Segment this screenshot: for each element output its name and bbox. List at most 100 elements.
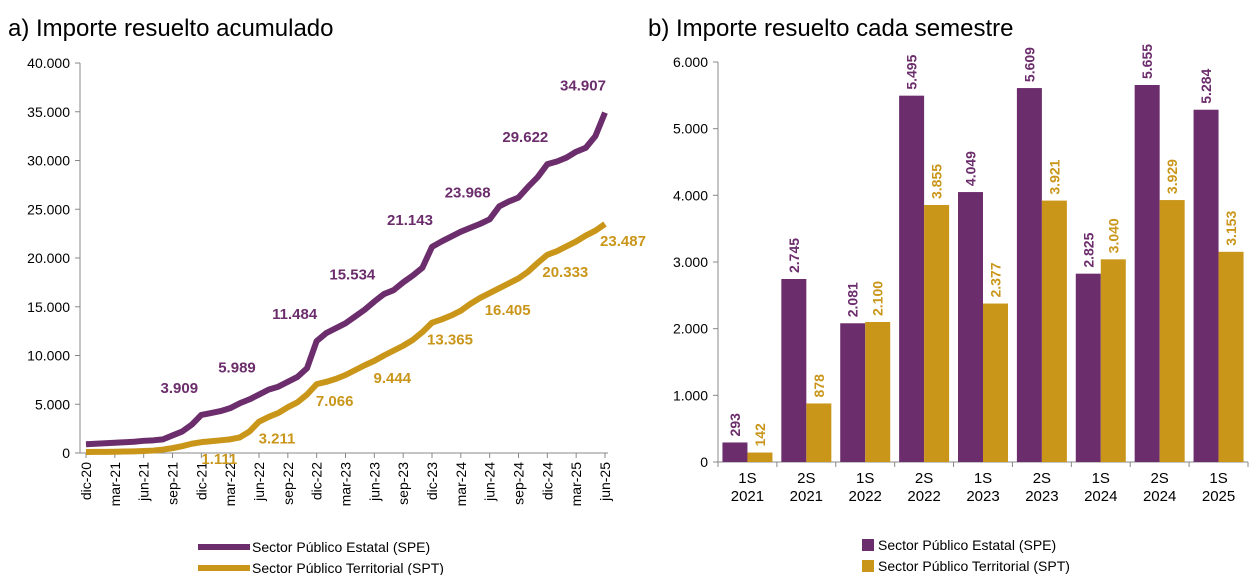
line [85, 111, 608, 448]
x-tick-label: dic-21 [193, 462, 209, 500]
data-label: 3.929 [1164, 159, 1180, 194]
x-tick-label: 1S 2021 [730, 470, 765, 505]
data-label: 2.100 [870, 281, 886, 316]
data-label: 2.081 [845, 282, 861, 317]
x-tick-label: dic-20 [78, 462, 94, 500]
data-label: 7.066 [316, 393, 354, 410]
x-tick-label: jun-21 [136, 462, 152, 502]
data-label: 2.825 [1080, 232, 1096, 267]
data-label: 11.484 [272, 306, 318, 323]
x-tick-label: mar-24 [453, 462, 469, 507]
x-tick-label: 1S 2025 [1201, 470, 1236, 505]
chart-title: b) Importe resuelto cada semestre [648, 15, 1014, 42]
data-label: 2.745 [786, 238, 802, 273]
y-tick-label: 15.000 [27, 299, 70, 315]
bar [781, 279, 807, 462]
legend-swatch [862, 539, 874, 551]
x-tick-label: 2S 2022 [907, 470, 941, 505]
y-tick-label: 1.000 [673, 387, 708, 403]
x-tick-label: mar-25 [568, 462, 584, 507]
data-label: 23.487 [600, 233, 646, 250]
y-tick-label: 10.000 [27, 348, 70, 364]
x-tick-label: 1S 2024 [1084, 470, 1118, 505]
data-label: 13.365 [427, 332, 473, 349]
x-tick-label: sep-22 [280, 462, 296, 505]
bar [840, 323, 866, 462]
data-label: 5.655 [1139, 44, 1155, 79]
chart-title: a) Importe resuelto acumulado [8, 15, 334, 42]
legend-label: Sector Público Territorial (SPT) [252, 560, 444, 575]
x-tick-label: jun-25 [597, 462, 613, 502]
bar [958, 192, 983, 463]
x-tick-label: dic-22 [309, 462, 325, 500]
data-label: 142 [752, 423, 768, 447]
bar [983, 303, 1008, 462]
bar [722, 442, 748, 462]
x-tick-label: jun-24 [482, 462, 498, 502]
data-label: 3.855 [929, 164, 945, 199]
data-label: 29.622 [502, 129, 548, 146]
data-label: 3.040 [1105, 218, 1121, 253]
x-tick-label: sep-23 [395, 462, 411, 505]
x-tick-label: mar-21 [107, 462, 123, 507]
data-label: 21.143 [387, 212, 433, 229]
y-tick-label: 35.000 [27, 104, 70, 120]
x-tick-label: 2S 2021 [789, 470, 824, 505]
bar [865, 322, 891, 462]
bar [899, 95, 925, 463]
bar [1016, 88, 1042, 463]
y-tick-label: 30.000 [27, 153, 70, 169]
y-tick-label: 4.000 [673, 187, 708, 203]
bar [1218, 251, 1244, 462]
legend-label: Sector Público Territorial (SPT) [878, 558, 1070, 574]
bar [1193, 109, 1219, 462]
data-label: 3.153 [1223, 211, 1239, 246]
bar [1134, 85, 1160, 462]
data-label: 878 [811, 374, 827, 398]
data-label: 5.495 [904, 54, 920, 89]
data-label: 15.534 [329, 267, 376, 284]
bar [1075, 273, 1101, 462]
bar [806, 403, 832, 462]
bar [1041, 200, 1067, 462]
x-tick-label: dic-23 [424, 462, 440, 500]
data-label: 3.909 [161, 380, 199, 397]
data-label: 16.405 [485, 302, 531, 319]
data-label: 34.907 [560, 78, 606, 95]
x-tick-label: jun-22 [251, 462, 267, 502]
data-label: 3.921 [1046, 159, 1062, 194]
y-tick-label: 20.000 [27, 250, 70, 266]
y-tick-label: 2.000 [673, 321, 708, 337]
data-label: 5.284 [1198, 68, 1214, 103]
y-tick-label: 40.000 [27, 55, 70, 71]
y-tick-label: 0 [62, 445, 70, 461]
y-tick-label: 0 [700, 454, 708, 470]
data-label: 9.444 [374, 370, 412, 387]
legend-swatch [862, 560, 874, 572]
x-tick-label: 1S 2023 [966, 470, 1000, 505]
bar [1100, 259, 1126, 462]
data-label: 5.989 [218, 360, 256, 377]
x-tick-label: dic-24 [539, 462, 555, 500]
x-tick-label: 2S 2024 [1142, 470, 1177, 505]
y-tick-label: 6.000 [673, 54, 708, 70]
x-tick-label: 2S 2023 [1025, 470, 1059, 505]
data-label: 2.377 [988, 262, 1004, 297]
legend-label: Sector Público Estatal (SPE) [878, 537, 1056, 553]
y-tick-label: 5.000 [35, 396, 70, 412]
data-label: 4.049 [963, 151, 979, 186]
x-tick-label: 1S 2022 [848, 470, 882, 505]
x-tick-label: sep-21 [165, 462, 181, 505]
data-label: 23.968 [445, 184, 491, 201]
x-tick-label: mar-23 [338, 462, 354, 507]
bar [747, 452, 773, 462]
y-tick-label: 5.000 [673, 121, 708, 137]
y-tick-label: 3.000 [673, 254, 708, 270]
line [85, 221, 607, 456]
x-tick-label: jun-23 [366, 462, 382, 502]
data-label: 293 [727, 413, 743, 437]
data-label: 20.333 [542, 264, 588, 281]
y-tick-label: 25.000 [27, 201, 70, 217]
